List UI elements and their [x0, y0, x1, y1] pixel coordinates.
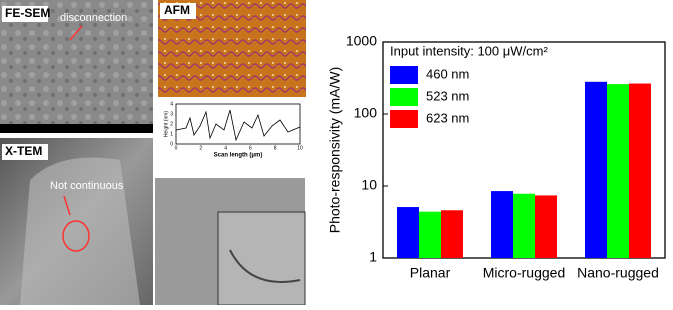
label-box: [2, 6, 48, 22]
bar: [441, 210, 463, 258]
sem-note: disconnection: [60, 12, 127, 24]
arrow: [63, 195, 71, 216]
sem-image: [0, 0, 153, 133]
tem-note: Not continuous: [50, 180, 124, 192]
x-tick-label: Planar: [410, 265, 451, 281]
legend-title: Input intensity: 100 μW/cm²: [390, 43, 548, 58]
profile-x-tick: 8: [274, 145, 277, 151]
sem-bar: [0, 124, 153, 133]
profile-frame: [175, 103, 301, 145]
y-tick-label: 100: [354, 105, 378, 121]
legend-label: 623 nm: [426, 110, 469, 125]
profile-y-tick: 1: [170, 131, 173, 137]
legend-swatch: [390, 66, 418, 84]
profile-y-tick: 3: [170, 111, 173, 117]
y-tick-label: 10: [361, 177, 377, 193]
bar: [397, 207, 419, 258]
x-tick-label: Nano-rugged: [577, 265, 659, 281]
tem-structure: [20, 157, 140, 305]
y-axis-label: Photo-responsivity (mA/W): [327, 67, 343, 233]
x-tick-label: Micro-rugged: [483, 265, 565, 281]
profile-y-tick: 4: [170, 101, 173, 107]
arrow: [69, 25, 83, 41]
bar: [535, 195, 557, 258]
hrtem-inset: [217, 211, 306, 306]
bar: [513, 193, 535, 258]
profile-xlabel: Scan length (μm): [214, 153, 263, 159]
profile-line: [175, 109, 301, 142]
profile-y-tick: 0: [170, 141, 173, 147]
y-tick-label: 1000: [346, 33, 377, 49]
legend-swatch: [390, 88, 418, 106]
sem-label: FE-SEM: [5, 6, 50, 20]
hrtem-edge: [229, 249, 301, 283]
bar: [629, 83, 651, 258]
y-tick-label: 1: [369, 249, 377, 265]
profile-x-tick: 4: [224, 145, 227, 151]
bar: [607, 84, 629, 258]
bar: [585, 81, 607, 258]
legend-swatch: [390, 110, 418, 128]
bar: [491, 191, 513, 258]
profile-x-tick: 6: [249, 145, 252, 151]
label-box: [2, 144, 48, 160]
legend-label: 460 nm: [426, 66, 469, 81]
profile-x-tick: 10: [297, 145, 303, 151]
circle-mark: [62, 220, 90, 252]
legend-label: 523 nm: [426, 88, 469, 103]
profile-ylabel: Height (nm): [163, 111, 169, 137]
afm-label: AFM: [164, 3, 190, 17]
tem-label: X-TEM: [5, 144, 42, 158]
label-box: [160, 3, 196, 19]
profile-y-tick: 2: [170, 121, 173, 127]
bar: [419, 211, 441, 258]
profile-x-tick: 0: [175, 145, 178, 151]
profile-x-tick: 2: [199, 145, 202, 151]
